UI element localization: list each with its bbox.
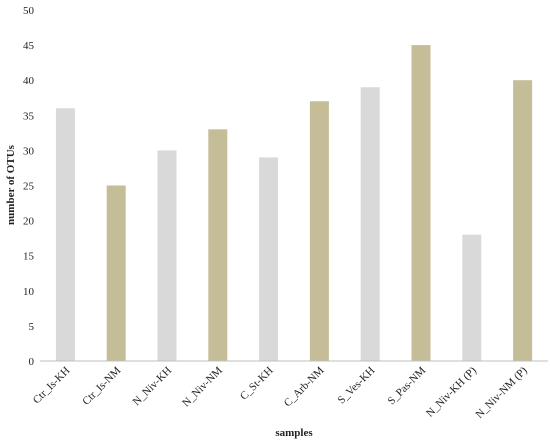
y-tick-label: 30 [23,145,35,157]
x-axis: Ctr_Is-KH Ctr_Is-NM N_Niv-KH N_Niv-NM C_St-K… [31,364,530,420]
bar [55,108,75,361]
bars-group [55,45,533,361]
y-tick-label: 45 [23,40,35,52]
y-tick-label: 40 [23,75,35,87]
y-axis: 0 5 10 15 20 25 30 35 40 45 50 [23,5,35,368]
x-tick-label: N_Niv-NM (P) [473,364,529,420]
bar [309,101,329,361]
x-tick-label: Ctr_Is-NM [80,364,123,407]
y-tick-label: 5 [29,321,35,333]
y-tick-label: 0 [29,356,35,368]
bar [106,185,126,361]
bar [462,234,482,361]
bar [411,45,431,361]
y-tick-label: 15 [23,251,35,263]
x-tick-label: N_Niv-KH (P) [424,364,479,419]
y-tick-label: 35 [23,110,35,122]
bar [157,150,177,361]
x-tick-label: N_Niv-NM [180,364,225,409]
y-axis-title: number of OTUs [5,144,17,225]
x-tick-label: N_Niv-KH [131,365,175,409]
bar [360,87,380,361]
x-tick-label: S_Ves-KH [336,365,378,407]
bar [259,157,279,361]
x-tick-label: C_St-KH [238,365,276,403]
y-tick-label: 10 [23,286,35,298]
bar [513,80,533,361]
x-tick-label: Ctr_Is-KH [31,365,73,407]
y-tick-label: 20 [23,216,35,228]
y-tick-label: 25 [23,181,35,193]
x-axis-title: samples [275,427,313,439]
x-tick-label: C_Arb-NM [282,364,327,409]
y-tick-label: 50 [23,5,35,17]
bar [208,129,228,361]
x-tick-label: S_Pas-NM [385,364,428,407]
